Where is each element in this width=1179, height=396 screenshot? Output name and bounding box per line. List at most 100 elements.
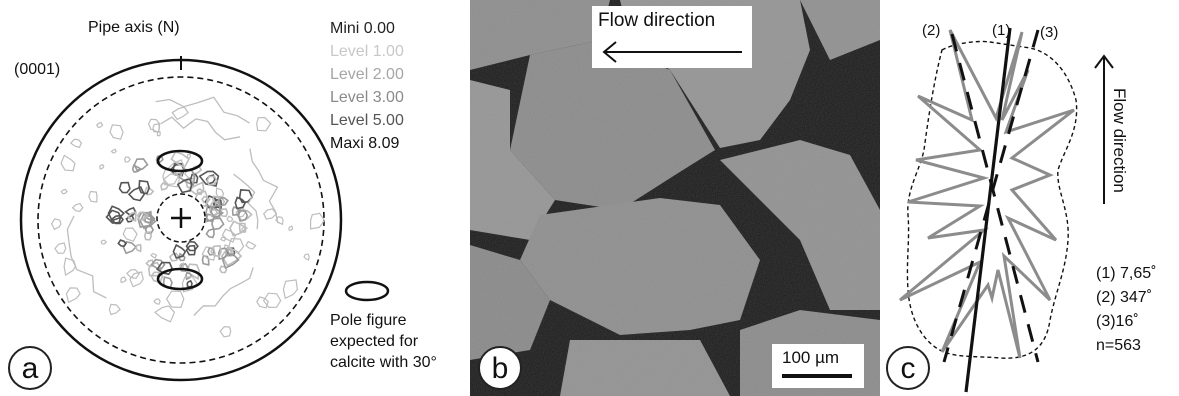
contour-blob bbox=[167, 159, 185, 177]
pole-figure-panel: Pipe axis (N) (0001) Mini 0.00 Level 1.0… bbox=[0, 0, 470, 396]
contour-blob bbox=[275, 216, 284, 226]
rose-diagram bbox=[899, 27, 1114, 393]
panel-letter-a: a bbox=[8, 346, 52, 390]
angle-item: (3)16˚ bbox=[1096, 313, 1139, 330]
contour-blob bbox=[160, 182, 169, 191]
contour-blob bbox=[143, 231, 153, 241]
contour-blob bbox=[190, 173, 199, 184]
mode-axis-line-3 bbox=[942, 29, 1040, 363]
contour-blob bbox=[107, 205, 125, 222]
contour-blob bbox=[262, 292, 282, 309]
contour-line bbox=[193, 267, 254, 316]
contour-blob bbox=[117, 239, 128, 248]
contour-blob bbox=[237, 209, 249, 222]
contour-line bbox=[66, 215, 107, 299]
contour-blob bbox=[150, 258, 166, 270]
rose-diagram-panel: (2) (1) (3) Flow direction (1) 7,65˚ (2)… bbox=[880, 0, 1179, 396]
contour-blob bbox=[185, 271, 193, 281]
contour-blob bbox=[145, 259, 155, 267]
contour-blob bbox=[185, 240, 199, 252]
legend-ellipse bbox=[344, 280, 390, 302]
contour-blob bbox=[205, 227, 215, 239]
contour-blob bbox=[201, 254, 210, 266]
outline-envelope bbox=[906, 40, 1078, 359]
scale-bar bbox=[782, 374, 852, 378]
contour-blob bbox=[221, 253, 240, 269]
contour-blob bbox=[170, 150, 191, 169]
contour-level-list: Mini 0.00 Level 1.00 Level 2.00 Level 3.… bbox=[330, 17, 404, 155]
contour-blob bbox=[129, 271, 144, 288]
flow-arrow-up-head bbox=[1094, 54, 1114, 69]
contour-blob bbox=[303, 253, 310, 261]
contour-blob bbox=[156, 261, 174, 276]
contour-blob bbox=[172, 243, 187, 259]
contour-blob bbox=[126, 269, 141, 280]
contour-blob bbox=[127, 185, 146, 202]
contour-blob bbox=[282, 279, 299, 300]
contour-blob bbox=[63, 257, 77, 276]
plane-label: (0001) bbox=[14, 61, 61, 78]
contour-blob bbox=[65, 287, 81, 304]
contour-blob bbox=[210, 205, 221, 218]
contour-blob bbox=[136, 211, 149, 221]
scale-bar-label: 100 µm bbox=[782, 348, 840, 367]
contour-blob bbox=[178, 262, 185, 269]
grains bbox=[470, 0, 880, 396]
contour-blob bbox=[186, 153, 192, 160]
contour-blob bbox=[153, 305, 176, 323]
flow-direction-label: Flow direction bbox=[1110, 88, 1129, 193]
expected-ellipse-bottom bbox=[156, 267, 204, 291]
contour-blob bbox=[71, 203, 84, 213]
contour-blob bbox=[177, 168, 196, 187]
mode-axis-line-2 bbox=[950, 33, 1040, 363]
contour-blob bbox=[217, 196, 229, 207]
contour-blob bbox=[288, 225, 294, 231]
contour-blob bbox=[165, 290, 185, 309]
contour-group bbox=[50, 96, 326, 338]
rose-polygon bbox=[899, 29, 1075, 359]
micrograph-panel: Flow direction 100 µm b bbox=[470, 0, 880, 396]
contour-blob bbox=[310, 212, 326, 230]
contour-line bbox=[155, 96, 250, 124]
contour-blob bbox=[204, 195, 219, 209]
expected-ellipse-top bbox=[156, 149, 204, 173]
contour-blob bbox=[133, 158, 149, 172]
scale-bar-box: 100 µm bbox=[772, 344, 864, 388]
contour-blob bbox=[144, 186, 155, 196]
contour-blob bbox=[131, 164, 143, 173]
panel-letter-c: c bbox=[886, 346, 930, 390]
contour-blob bbox=[238, 189, 254, 204]
contour-blob bbox=[105, 209, 122, 224]
contour-blob bbox=[135, 243, 142, 253]
contour-blob bbox=[220, 246, 243, 267]
contour-blob bbox=[211, 217, 225, 231]
contour-blob bbox=[60, 154, 76, 172]
level-item: Level 5.00 bbox=[330, 112, 404, 129]
contour-blob bbox=[219, 325, 232, 338]
contour-blob bbox=[122, 227, 138, 243]
contour-blob bbox=[69, 138, 83, 149]
caption-line: expected for bbox=[330, 333, 419, 350]
contour-blob bbox=[212, 195, 222, 203]
contour-blob bbox=[109, 124, 124, 140]
contour-line bbox=[249, 148, 279, 224]
contour-blob bbox=[110, 148, 117, 154]
contour-blob bbox=[138, 179, 151, 195]
contour-blob bbox=[245, 240, 257, 250]
contour-blob bbox=[162, 172, 181, 188]
contour-blob bbox=[88, 190, 98, 203]
contour-blob bbox=[150, 253, 158, 259]
contour-blob bbox=[100, 239, 108, 245]
level-item: Mini 0.00 bbox=[330, 20, 395, 37]
contour-blob bbox=[223, 244, 231, 252]
flow-direction-label: Flow direction bbox=[598, 10, 716, 31]
contour-blob bbox=[186, 279, 193, 288]
contour-blob bbox=[181, 276, 198, 293]
pole-figure-caption: Pole figure expected for calcite with 30… bbox=[330, 310, 437, 373]
contour-blob bbox=[210, 244, 222, 257]
level-item: Maxi 8.09 bbox=[330, 135, 400, 152]
pole-figure-plot bbox=[19, 56, 390, 382]
sample-count: n=563 bbox=[1096, 337, 1141, 354]
line-label-1: (1) bbox=[992, 22, 1011, 39]
contour-blob bbox=[194, 190, 209, 207]
